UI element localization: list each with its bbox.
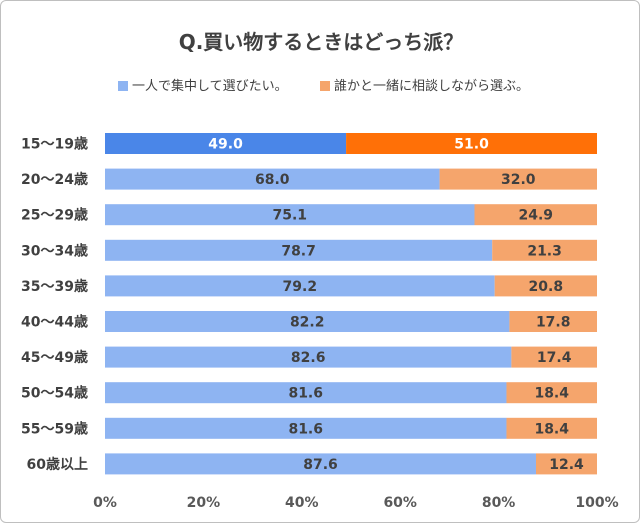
- category-labels: 15～19歳 20～24歳 25～29歳 30～34歳 35～39歳 40～44歳 45～4…: [21, 136, 88, 473]
- bar-segment-1-row-10: [105, 453, 536, 475]
- value-label-1-row-7: 82.6: [291, 350, 326, 366]
- bar-segment-2-row-10: [535, 453, 597, 475]
- bar-segment-2-row-7: [511, 346, 597, 368]
- value-label-2-row-3: 24.9: [518, 208, 553, 224]
- value-label-2-row-9: 18.4: [534, 421, 569, 437]
- x-tick-label: 100%: [575, 495, 618, 511]
- value-label-2-row-7: 17.4: [537, 350, 572, 366]
- bar-segment-1-row-2: [105, 168, 440, 190]
- value-label-1-row-2: 68.0: [255, 172, 290, 188]
- value-label-2-row-8: 18.4: [534, 386, 569, 402]
- value-label-2-row-2: 32.0: [501, 172, 536, 188]
- bar-segment-2-row-3: [474, 204, 597, 226]
- category-label: 25～29歳: [21, 207, 88, 224]
- x-tick-label: 20%: [187, 495, 221, 511]
- bar-segment-1-row-4: [105, 239, 493, 261]
- x-tick-label: 40%: [285, 495, 319, 511]
- x-tick-label: 0%: [93, 495, 117, 511]
- legend-label-series-1: 一人で集中して選びたい。: [132, 78, 288, 94]
- chart-title: Q.買い物するときはどっち派？: [179, 30, 464, 54]
- category-label: 60歳以上: [27, 456, 88, 473]
- category-label: 50～54歳: [21, 385, 88, 402]
- bar-segment-1-row-7: [105, 346, 512, 368]
- bar-segment-2-row-4: [492, 239, 597, 261]
- legend-swatch-series-1: [118, 81, 128, 91]
- bar-segment-2-row-2: [439, 168, 597, 190]
- bar-segment-2-row-5: [494, 275, 597, 297]
- value-label-2-row-1: 51.0: [454, 137, 489, 153]
- value-label-1-row-10: 87.6: [303, 457, 338, 473]
- value-label-2-row-4: 21.3: [527, 243, 562, 259]
- bar-segment-2-row-9: [506, 417, 597, 439]
- category-label: 30～34歳: [21, 242, 88, 259]
- value-label-1-row-5: 79.2: [283, 279, 318, 295]
- category-label: 15～19歳: [21, 136, 88, 153]
- value-label-1-row-4: 78.7: [281, 243, 316, 259]
- category-label: 40～44歳: [21, 314, 88, 331]
- bars-group: 49.0 51.0 68.0 32.0 75.1 24.9 78.7 21.3 79.2 20.8…: [105, 133, 597, 475]
- bar-segment-1-row-8: [105, 382, 507, 404]
- value-label-1-row-6: 82.2: [290, 315, 325, 331]
- value-label-2-row-10: 12.4: [549, 457, 584, 473]
- bar-segment-1-row-3: [105, 204, 475, 226]
- bar-segment-1-row-6: [105, 311, 510, 332]
- bar-segment-2-row-6: [509, 311, 597, 332]
- category-label: 55～59歳: [21, 420, 88, 437]
- legend-swatch-series-2: [320, 81, 330, 91]
- bar-segment-1-row-9: [105, 417, 507, 439]
- bar-segment-2-row-1: [346, 133, 597, 154]
- value-label-1-row-3: 75.1: [272, 208, 307, 224]
- category-label: 45～49歳: [21, 349, 88, 366]
- value-label-2-row-5: 20.8: [529, 279, 564, 295]
- legend: 一人で集中して選びたい。 誰かと一緒に相談しながら選ぶ。: [118, 78, 529, 94]
- value-label-1-row-9: 81.6: [288, 421, 323, 437]
- category-label: 20～24歳: [21, 171, 88, 188]
- bar-segment-2-row-8: [506, 382, 597, 404]
- value-label-2-row-6: 17.8: [536, 315, 571, 331]
- x-tick-label: 80%: [482, 495, 516, 511]
- legend-label-series-2: 誰かと一緒に相談しながら選ぶ。: [334, 78, 529, 94]
- value-label-1-row-1: 49.0: [208, 137, 243, 153]
- bar-segment-1-row-5: [105, 275, 495, 297]
- bar-segment-1-row-1: [105, 133, 347, 154]
- category-label: 35～39歳: [21, 278, 88, 295]
- x-tick-labels: 0% 20% 40% 60% 80% 100%: [93, 495, 619, 511]
- value-label-1-row-8: 81.6: [288, 386, 323, 402]
- x-tick-label: 60%: [383, 495, 417, 511]
